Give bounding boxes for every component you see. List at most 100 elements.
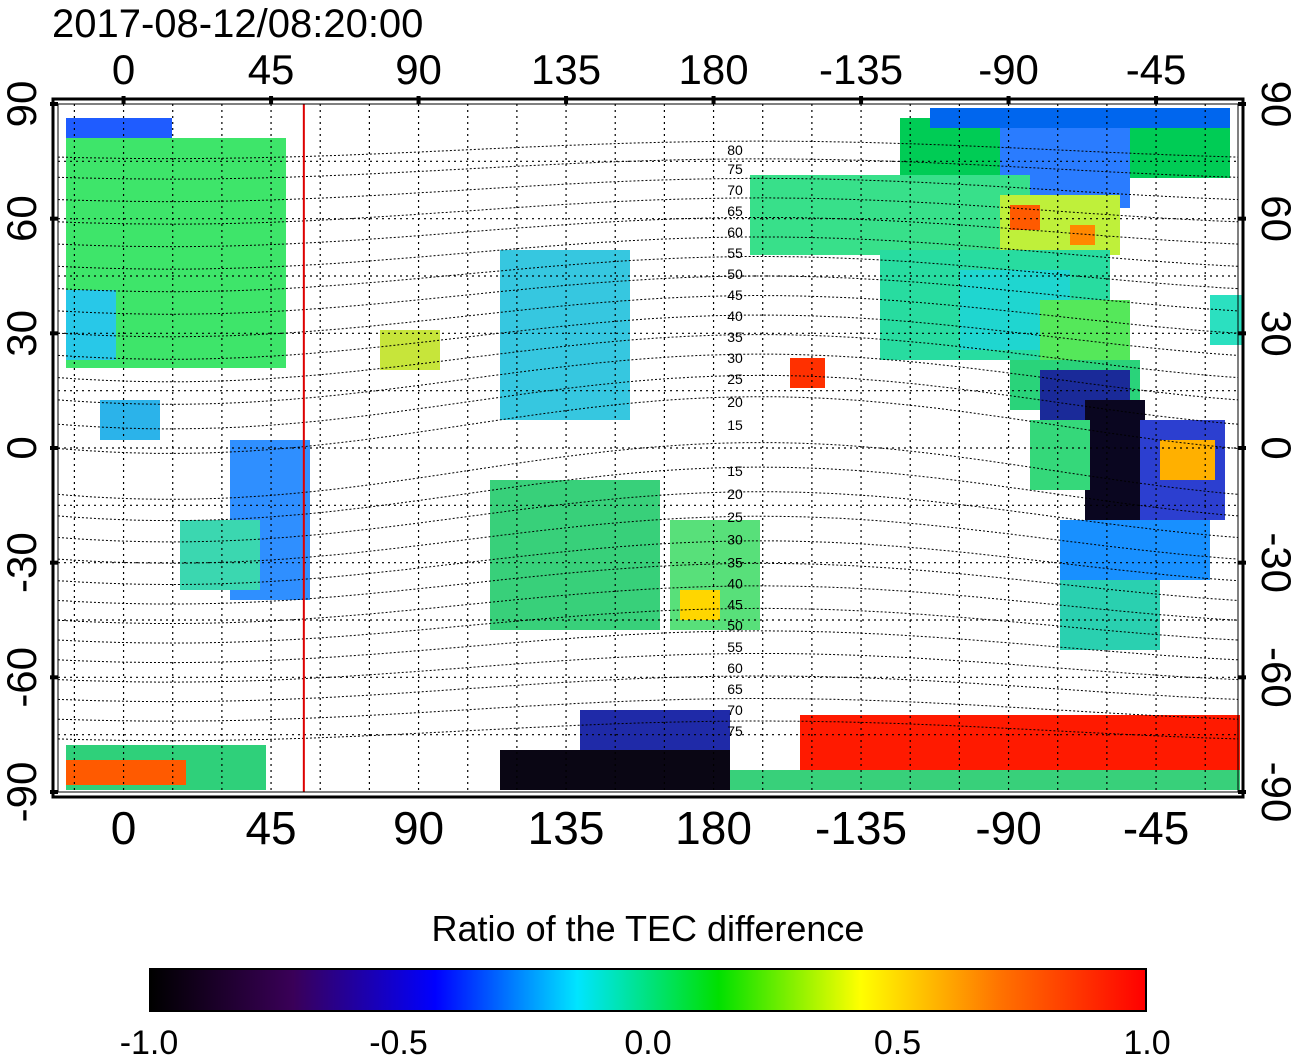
tick-mark bbox=[50, 560, 58, 565]
contour-line bbox=[57, 353, 1239, 405]
contour-line bbox=[57, 294, 1239, 338]
contour-label: 25 bbox=[727, 371, 743, 387]
tec-region bbox=[1060, 520, 1210, 580]
right-lat-tick-label: 60 bbox=[1253, 195, 1296, 242]
tick-mark bbox=[859, 96, 864, 104]
contour-label: 60 bbox=[727, 224, 743, 240]
tick-mark bbox=[416, 96, 421, 104]
right-lat-tick-label: -60 bbox=[1253, 647, 1296, 708]
left-latitude-axis: 90 60 30 0 -30 -60 -90 bbox=[0, 81, 58, 823]
bottom-lon-tick-label: 0 bbox=[111, 802, 137, 854]
colorbar-tick-label: 0.0 bbox=[624, 1024, 672, 1062]
contour-label: 75 bbox=[727, 723, 743, 739]
map-figure: 80 75 70 65 60 55 50 45 40 35 30 25 20 15 15 20 25 30 35 40… bbox=[0, 46, 1296, 854]
contour-label: 35 bbox=[727, 555, 743, 571]
right-lat-tick-label: 30 bbox=[1253, 310, 1296, 357]
contour-line bbox=[57, 256, 1239, 293]
contour-line bbox=[57, 607, 1239, 644]
right-lat-tick-label: -30 bbox=[1253, 532, 1296, 593]
bottom-lon-tick-label: 45 bbox=[245, 802, 296, 854]
bottom-lon-tick-label: -45 bbox=[1123, 802, 1189, 854]
contour-label: 20 bbox=[727, 486, 743, 502]
contour-label: 45 bbox=[727, 287, 743, 303]
bottom-longitude-axis: 0 45 90 135 180 -135 -90 -45 bbox=[111, 802, 1190, 854]
contour-label: 70 bbox=[727, 702, 743, 718]
contour-label: 65 bbox=[727, 203, 743, 219]
contour-label: 50 bbox=[727, 618, 743, 634]
contour-label: 15 bbox=[727, 417, 743, 433]
contour-line bbox=[57, 197, 1239, 225]
tick-mark bbox=[1238, 790, 1246, 794]
tec-region bbox=[800, 715, 1240, 770]
tec-region bbox=[66, 290, 116, 360]
left-lat-tick-label: 0 bbox=[0, 436, 45, 459]
tec-region bbox=[790, 358, 825, 388]
top-lon-tick-label: 90 bbox=[395, 46, 442, 93]
tec-region bbox=[1040, 300, 1130, 360]
top-lon-tick-label: -45 bbox=[1126, 46, 1187, 93]
tick-mark bbox=[1238, 331, 1246, 336]
tick-mark bbox=[1006, 96, 1011, 104]
contour-label: 25 bbox=[727, 509, 743, 525]
tick-mark bbox=[50, 216, 58, 221]
contour-line bbox=[57, 334, 1239, 383]
contour-label: 45 bbox=[727, 597, 743, 613]
contour-label: 60 bbox=[727, 660, 743, 676]
contour-line bbox=[57, 585, 1239, 624]
tec-region bbox=[1210, 295, 1243, 345]
top-lon-tick-label: 135 bbox=[531, 46, 601, 93]
contour-line bbox=[57, 720, 1239, 742]
tec-region bbox=[100, 400, 160, 440]
left-lat-tick-label: 30 bbox=[0, 310, 45, 357]
tick-mark bbox=[1238, 216, 1246, 221]
tec-region bbox=[750, 175, 1030, 255]
right-latitude-axis: 90 60 30 0 -30 -60 -90 bbox=[1238, 81, 1296, 822]
contour-label: 40 bbox=[727, 576, 743, 592]
left-lat-tick-label: 60 bbox=[0, 195, 45, 242]
contour-line bbox=[57, 314, 1239, 360]
left-lat-tick-label: -90 bbox=[0, 762, 45, 823]
contour-line bbox=[57, 158, 1239, 180]
contour-label: 35 bbox=[727, 329, 743, 345]
tec-region bbox=[930, 108, 1230, 128]
contour-label: 30 bbox=[727, 532, 743, 548]
contour-line bbox=[57, 698, 1239, 722]
top-lon-tick-label: 45 bbox=[248, 46, 295, 93]
tick-mark bbox=[564, 96, 569, 104]
contour-line bbox=[57, 396, 1239, 454]
tick-mark bbox=[1154, 96, 1159, 104]
bottom-lon-tick-label: -135 bbox=[815, 802, 907, 854]
tick-mark bbox=[50, 446, 58, 450]
colorbar-tick-label: -1.0 bbox=[119, 1024, 179, 1062]
tick-mark bbox=[50, 790, 58, 794]
tick-mark bbox=[1238, 446, 1246, 450]
contour-line bbox=[57, 236, 1239, 270]
tick-mark bbox=[50, 102, 58, 106]
contour-line bbox=[57, 374, 1239, 430]
contour-label: 40 bbox=[727, 308, 743, 324]
tec-region bbox=[1030, 420, 1090, 490]
tec-region bbox=[1070, 225, 1095, 245]
colorbar-tick-label: 1.0 bbox=[1123, 1024, 1171, 1062]
tec-region bbox=[1160, 440, 1215, 480]
contour-line bbox=[57, 675, 1239, 703]
contour-line bbox=[57, 275, 1239, 315]
tec-region bbox=[490, 480, 660, 630]
tick-mark bbox=[1238, 560, 1246, 565]
bottom-lon-tick-label: 135 bbox=[528, 802, 605, 854]
tec-region bbox=[66, 118, 172, 138]
tec-region bbox=[1085, 400, 1145, 530]
tick-mark bbox=[50, 331, 58, 336]
contour-line bbox=[57, 540, 1239, 585]
contour-label: 15 bbox=[727, 463, 743, 479]
tick-mark bbox=[1238, 675, 1246, 680]
tick-mark bbox=[121, 96, 126, 104]
tec-data-layer bbox=[66, 108, 1243, 790]
magnetic-latitude-contours bbox=[57, 140, 1239, 742]
top-lon-tick-label: -90 bbox=[978, 46, 1039, 93]
contour-label: 20 bbox=[727, 394, 743, 410]
bottom-lon-tick-label: 90 bbox=[393, 802, 444, 854]
contour-line bbox=[57, 515, 1239, 564]
contour-label: 70 bbox=[727, 182, 743, 198]
contour-label: 65 bbox=[727, 681, 743, 697]
